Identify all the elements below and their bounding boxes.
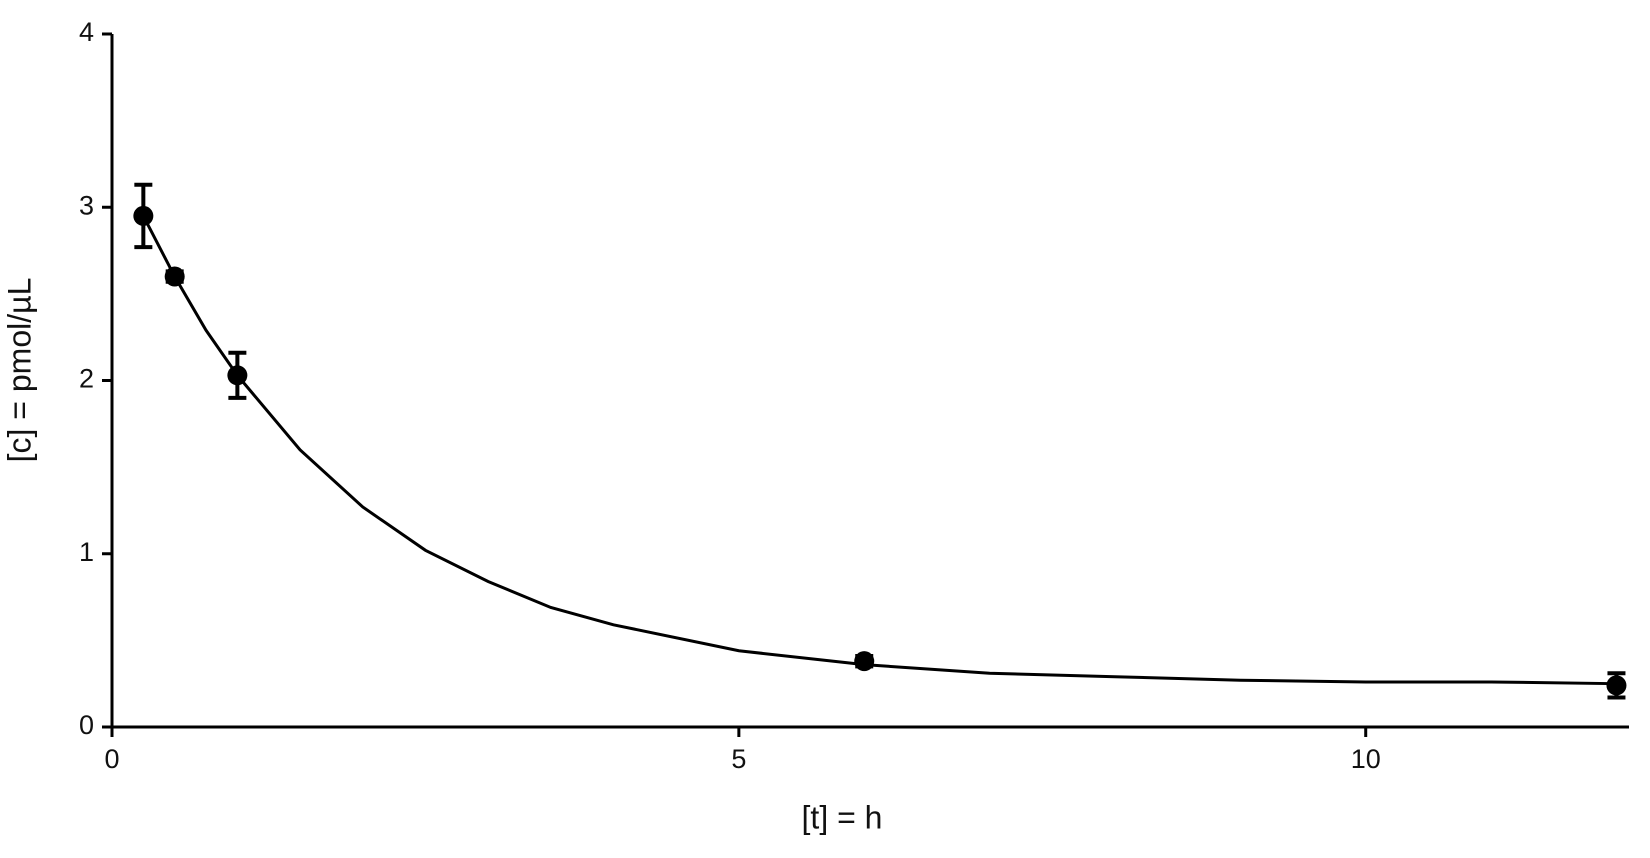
data-point xyxy=(854,651,875,672)
data-point xyxy=(133,205,154,226)
y-tick-label: 1 xyxy=(79,537,94,567)
x-tick-label: 10 xyxy=(1351,744,1381,774)
x-tick-label: 5 xyxy=(731,744,746,774)
y-tick-label: 3 xyxy=(79,190,94,220)
y-tick-label: 2 xyxy=(79,364,94,394)
fit-curve xyxy=(142,215,1617,686)
y-tick-label: 0 xyxy=(79,710,94,740)
data-point xyxy=(227,365,248,386)
y-axis-label: [c] = pmol/µL xyxy=(1,278,37,463)
x-tick-label: 0 xyxy=(104,744,119,774)
x-axis-label: [t] = h xyxy=(802,799,883,835)
y-tick-label: 4 xyxy=(79,17,94,47)
data-point xyxy=(164,266,185,287)
data-point xyxy=(1606,675,1627,696)
